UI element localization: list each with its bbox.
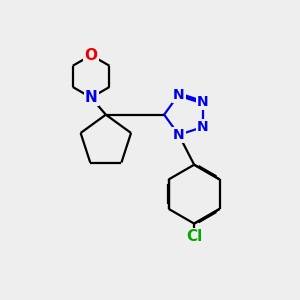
Text: N: N [197,120,208,134]
Text: O: O [85,48,98,63]
Text: N: N [173,88,184,101]
Text: N: N [85,90,98,105]
Text: Cl: Cl [186,230,202,244]
Text: N: N [173,128,184,142]
Text: N: N [197,95,208,109]
